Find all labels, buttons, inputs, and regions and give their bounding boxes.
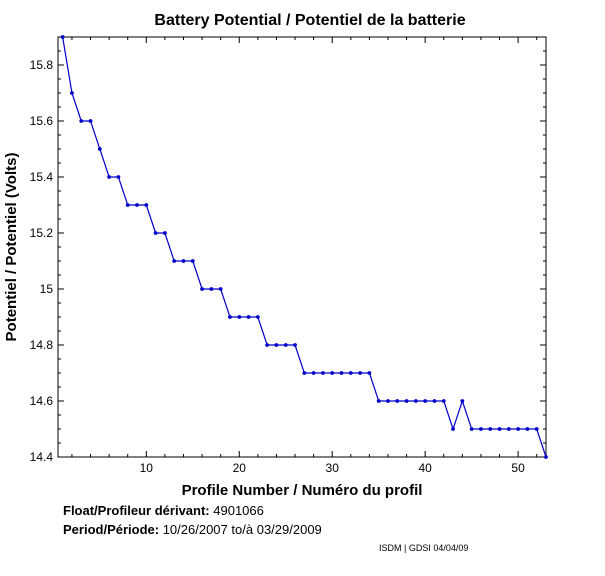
data-point — [60, 35, 65, 39]
data-point — [348, 371, 353, 375]
data-point — [265, 343, 270, 347]
chart-title: Battery Potential / Potentiel de la batt… — [154, 12, 465, 29]
float-value: 4901066 — [213, 503, 264, 518]
data-point — [107, 175, 112, 179]
y-tick-label: 15.8 — [30, 58, 54, 72]
data-point — [125, 203, 130, 207]
x-tick-label: 30 — [326, 461, 340, 475]
data-point — [153, 231, 158, 235]
data-point — [162, 231, 167, 235]
data-point — [358, 371, 362, 375]
x-tick-label: 10 — [140, 461, 154, 475]
data-point — [321, 371, 325, 375]
data-point — [79, 119, 84, 123]
series-line — [62, 36, 547, 458]
data-point — [246, 315, 251, 319]
credit-text: ISDM | GDSI 04/04/09 — [379, 543, 469, 553]
data-point — [413, 399, 418, 403]
x-axis-label: Profile Number / Numéro du profil — [182, 482, 423, 499]
y-tick-label: 15 — [40, 282, 54, 296]
data-point — [135, 203, 139, 207]
data-point — [172, 259, 177, 263]
period-sep: to/à — [231, 522, 254, 537]
data-point — [200, 287, 204, 291]
data-point — [283, 343, 288, 347]
data-point — [190, 259, 195, 263]
data-point — [311, 371, 316, 375]
x-tick-label: 20 — [233, 461, 247, 475]
y-tick-label: 15.6 — [30, 114, 54, 128]
data-point — [274, 343, 279, 347]
data-point — [516, 427, 521, 431]
data-point — [497, 427, 502, 431]
data-point — [479, 427, 483, 431]
y-tick-label: 14.4 — [30, 450, 54, 464]
y-tick-label: 15.4 — [30, 170, 54, 184]
period-label: Period/Période: — [63, 522, 160, 537]
data-point — [97, 147, 102, 151]
y-tick-label: 14.8 — [30, 338, 54, 352]
data-point — [488, 427, 493, 431]
data-point — [228, 315, 232, 319]
period-info: Period/Période: 10/26/2007 to/à 03/29/20… — [63, 522, 322, 537]
battery-chart: Battery Potential / Potentiel de la batt… — [3, 12, 548, 499]
float-label: Float/Profileur dérivant: — [63, 503, 210, 518]
data-point — [70, 91, 74, 95]
data-point — [423, 399, 428, 403]
data-point — [441, 399, 446, 403]
data-point — [255, 315, 260, 319]
data-point — [525, 427, 530, 431]
data-point — [506, 427, 511, 431]
ticks-layer: 10 20 30 40 50 14.4 14.6 14.8 15 15.2 15.4 15.6 15.8 — [30, 36, 546, 475]
y-tick-label: 15.2 — [30, 226, 54, 240]
data-point — [339, 371, 344, 375]
data-point — [404, 399, 409, 403]
data-point — [367, 371, 372, 375]
data-point — [544, 455, 548, 459]
float-info: Float/Profileur dérivant: 4901066 — [63, 503, 264, 518]
data-point — [432, 399, 437, 403]
data-point — [330, 371, 335, 375]
data-point — [469, 427, 474, 431]
data-point — [386, 399, 390, 403]
data-point — [460, 399, 465, 403]
series-layer — [60, 35, 548, 459]
data-point — [302, 371, 307, 375]
plot-frame — [57, 36, 547, 458]
y-tick-label: 14.6 — [30, 394, 54, 408]
data-point — [88, 119, 93, 123]
data-point — [144, 203, 149, 207]
period-start: 10/26/2007 — [162, 522, 228, 537]
data-point — [376, 399, 381, 403]
data-point — [209, 287, 214, 291]
data-point — [534, 427, 539, 431]
x-tick-label: 40 — [418, 461, 432, 475]
data-point — [293, 343, 297, 347]
data-point — [237, 315, 242, 319]
period-end: 03/29/2009 — [256, 522, 322, 537]
data-point — [451, 427, 455, 431]
data-point — [218, 287, 223, 291]
y-axis-label: Potentiel / Potentiel (Volts) — [3, 153, 20, 342]
data-point — [395, 399, 400, 403]
x-tick-label: 50 — [511, 461, 525, 475]
data-point — [181, 259, 186, 263]
data-point — [116, 175, 121, 179]
